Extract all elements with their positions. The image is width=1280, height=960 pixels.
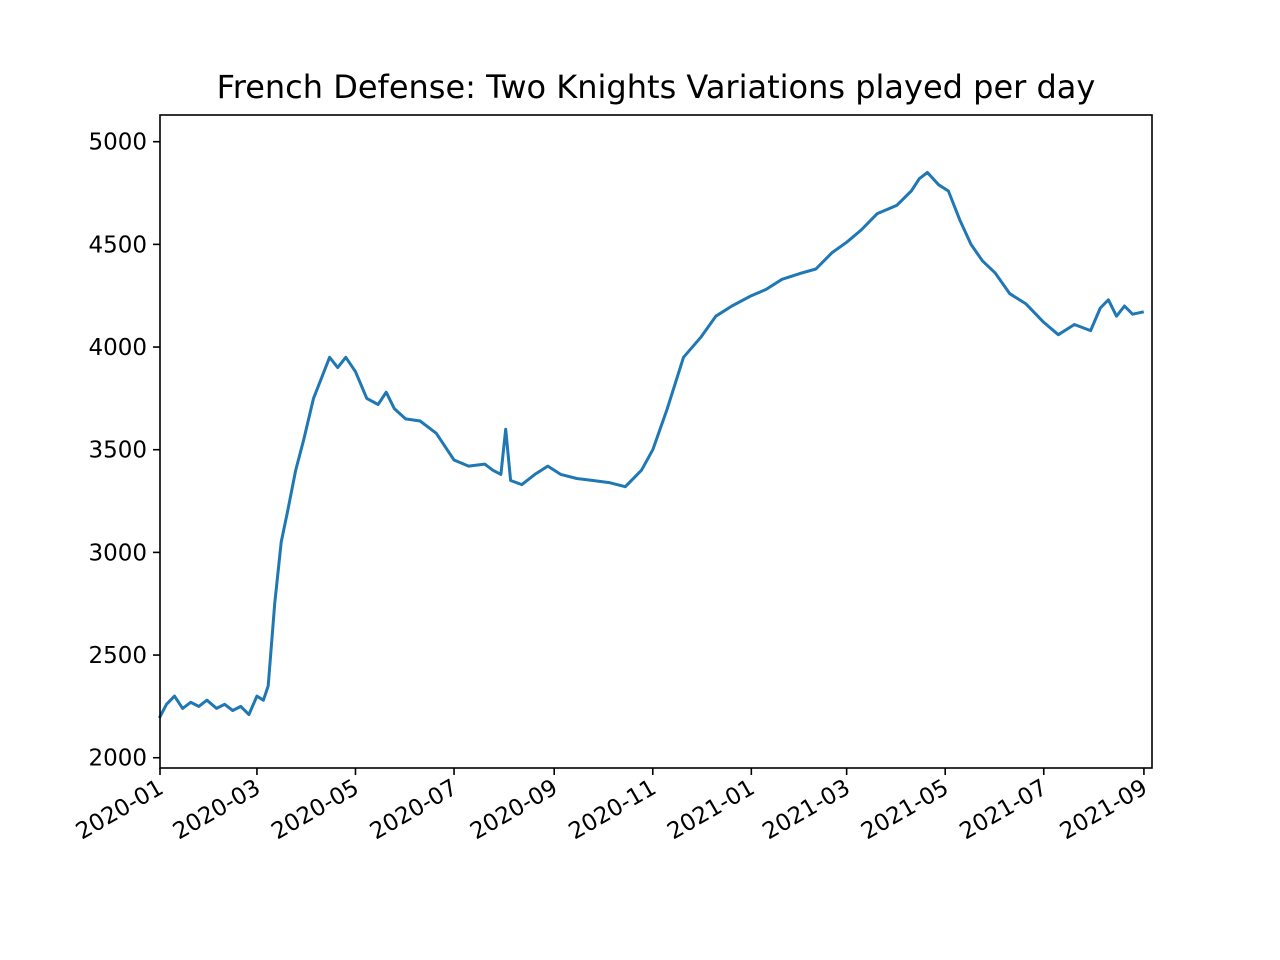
plot-frame — [159, 114, 1153, 769]
series-line — [157, 171, 1145, 719]
y-axis: 2000 2500 3000 3500 4000 4500 5000 — [88, 130, 160, 772]
y-tick-label: 2500 — [88, 643, 147, 669]
y-tick-label: 5000 — [88, 130, 147, 156]
y-tick-label: 2000 — [88, 746, 147, 772]
y-tick-label: 3500 — [88, 438, 147, 464]
y-tick-label: 4500 — [88, 232, 147, 258]
y-tick-label: 4000 — [88, 335, 147, 361]
chart-title: French Defense: Two Knights Variations p… — [217, 68, 1096, 106]
y-tick-label: 3000 — [88, 540, 147, 566]
